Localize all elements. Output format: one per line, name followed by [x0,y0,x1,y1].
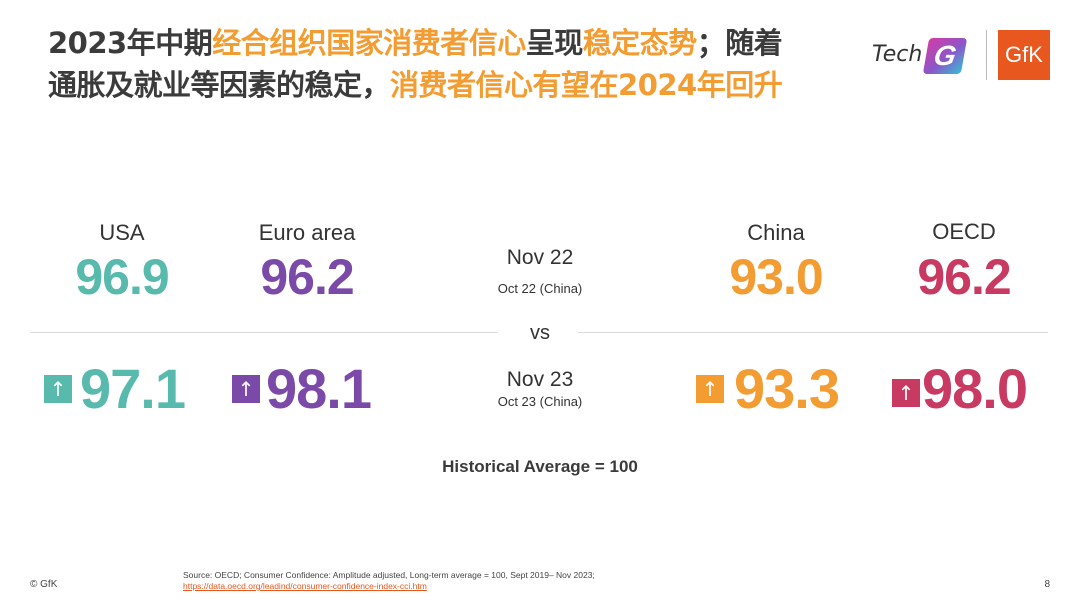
title-line-2: 通胀及就业等因素的稳定，消费者信心有望在2024年回升 [48,64,868,106]
source-text: Source: OECD; Consumer Confidence: Ampli… [183,570,595,580]
euro-nov23-value: 98.1 [266,357,372,420]
oecd-label: OECD [932,219,996,244]
period-nov22: Nov 22 [506,246,574,269]
techg-logo: Tech G [872,36,972,78]
oecd-nov23-value: 98.0 [922,357,1028,420]
period-nov22-china: Oct 22 (China) [497,281,583,296]
period-nov23-china: Oct 23 (China) [497,394,583,409]
title-highlight: 经合组织国家消费者信心 [212,26,526,60]
title-segment: 呈现 [525,26,584,60]
arrow-up-icon: ↑ [44,375,72,403]
page-title: 2023年中期经合组织国家消费者信心呈现稳定态势；随着 通胀及就业等因素的稳定，… [48,22,868,106]
title-highlight: 消费者信心有望在2024年回升 [390,68,783,102]
oecd-nov22-value: 96.2 [917,249,1011,305]
china-nov23-value: 93.3 [734,357,840,420]
arrow-up-icon: ↑ [696,375,724,403]
techg-logo-mark: G [922,38,968,74]
divider-right [578,332,1048,333]
arrow-up-icon: ↑ [892,379,920,407]
china-label: China [747,220,805,245]
arrow-up-icon: ↑ [232,375,260,403]
techg-logo-text: Tech [872,42,923,67]
title-highlight: 稳定态势 [582,26,698,60]
usa-nov22-value: 96.9 [75,249,169,305]
usa-label: USA [99,220,145,245]
china-nov22-value: 93.0 [729,249,823,305]
source-note: Source: OECD; Consumer Confidence: Ampli… [183,570,595,592]
usa-nov23-value: 97.1 [80,357,186,420]
copyright: © GfK [30,579,58,590]
title-segment: ；随着 [696,26,783,60]
title-segment: 通胀及就业等因素的稳定， [48,68,391,102]
gfk-logo: GfK [998,30,1050,80]
page-number: 8 [1044,579,1050,590]
logo-divider [986,30,987,80]
source-link[interactable]: https://data.oecd.org/leadind/consumer-c… [183,581,427,591]
historical-average-note: Historical Average = 100 [442,457,638,476]
title-segment: 2023年中期 [48,26,213,60]
period-nov23: Nov 23 [506,368,574,391]
euro-nov22-value: 96.2 [260,249,354,305]
title-line-1: 2023年中期经合组织国家消费者信心呈现稳定态势；随着 [48,22,868,64]
divider-left [30,332,498,333]
euro-label: Euro area [258,220,356,245]
vs-label: vs [530,322,550,344]
